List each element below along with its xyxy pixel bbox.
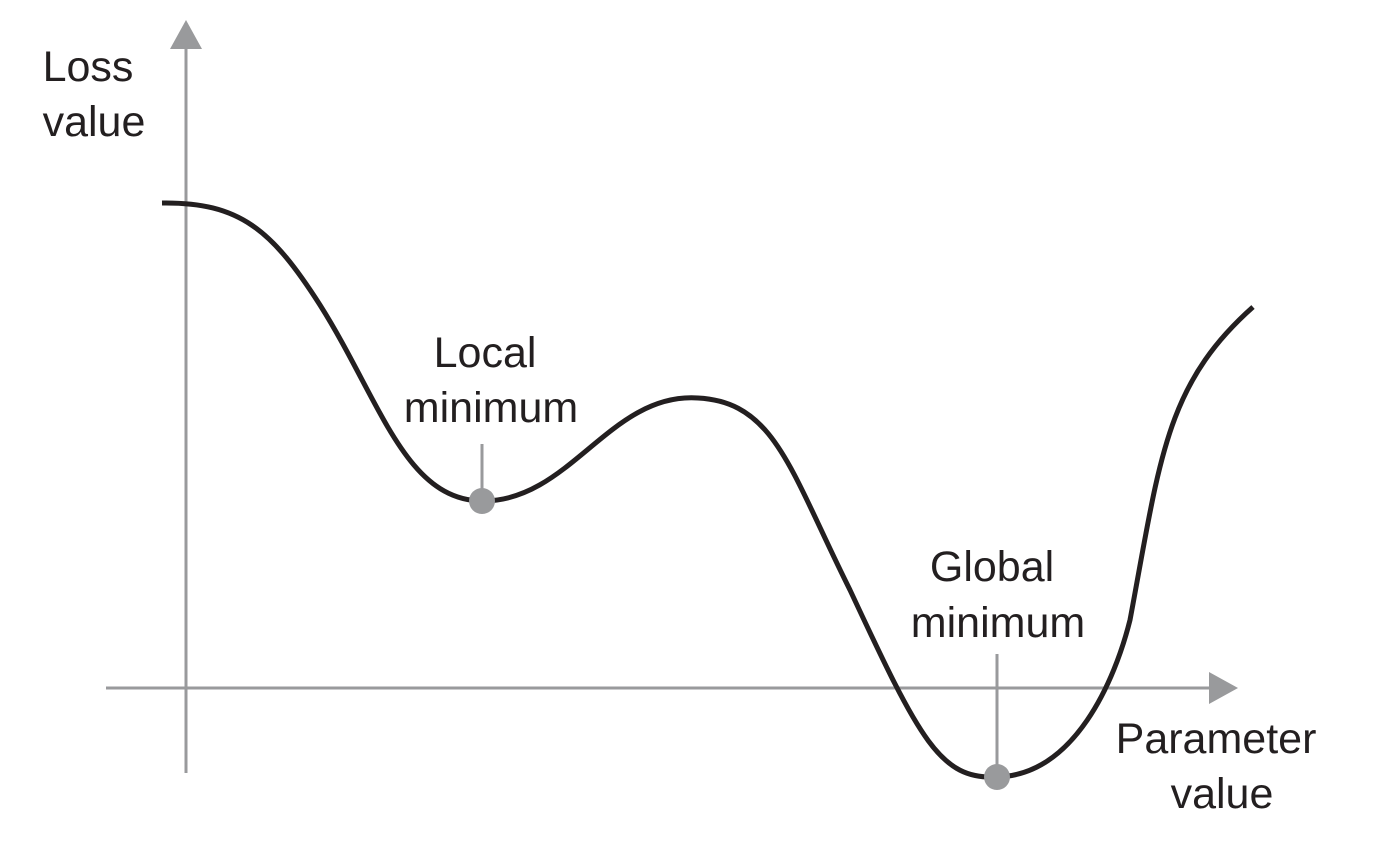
local-minimum-label-line-2: minimum (404, 384, 578, 432)
local-minimum-label-line-1: Local (434, 329, 537, 377)
y-axis-arrowhead (170, 20, 202, 49)
local-minimum-marker (469, 488, 495, 514)
y-axis-label-line-1: Loss (43, 43, 134, 91)
y-axis-label: Loss value (43, 43, 146, 146)
global-minimum-label-line-2: minimum (911, 599, 1085, 647)
x-axis-arrowhead (1209, 672, 1238, 704)
global-minimum-label: Global minimum (911, 543, 1085, 647)
x-axis-label-line-1: Parameter (1116, 715, 1317, 763)
global-minimum-marker (984, 764, 1010, 790)
y-axis-label-line-2: value (43, 98, 146, 146)
x-axis-label-line-2: value (1171, 770, 1274, 818)
x-axis-label: Parameter value (1116, 715, 1329, 818)
local-minimum-label: Local minimum (404, 329, 578, 432)
global-minimum-label-line-1: Global (930, 543, 1054, 591)
loss-curve (161, 200, 1255, 780)
